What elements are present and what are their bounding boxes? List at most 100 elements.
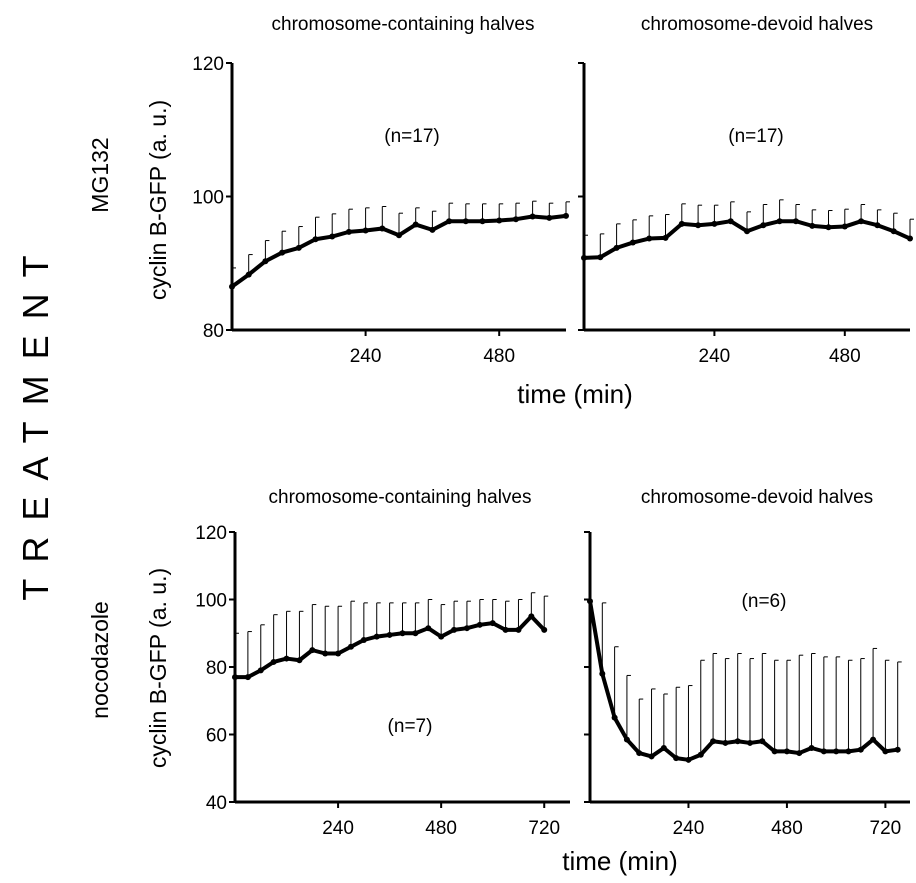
- data-point: [541, 626, 548, 633]
- data-point: [783, 748, 790, 755]
- data-point: [345, 228, 352, 235]
- data-point: [623, 736, 630, 743]
- panel-3: chromosome-containing halves (n=7) 40 60 80 1…: [195, 487, 570, 839]
- data-point: [446, 218, 453, 225]
- data-point: [476, 621, 483, 628]
- data-point: [329, 233, 336, 240]
- data-point: [820, 748, 827, 755]
- data-point: [587, 598, 593, 605]
- data-point: [611, 714, 618, 721]
- data-point: [283, 655, 290, 662]
- panel-title: chromosome-containing halves: [272, 14, 535, 35]
- data-point: [808, 745, 815, 751]
- x-tick-label: 240: [322, 818, 354, 839]
- x-tick-label: 720: [528, 818, 560, 839]
- panel-1: chromosome-containing halves (n=17) 80 100 1…: [192, 14, 570, 367]
- x-tick-label: 240: [350, 346, 382, 367]
- data-point: [711, 220, 718, 227]
- data-point: [489, 620, 496, 627]
- data-point: [425, 625, 432, 632]
- data-point: [581, 254, 587, 261]
- y-tick-label: 120: [192, 54, 224, 75]
- data-point: [244, 674, 251, 681]
- data-point: [438, 633, 445, 640]
- data-point: [295, 244, 302, 251]
- data-point: [673, 755, 680, 762]
- data-point: [678, 220, 685, 227]
- x-tick-label: 480: [425, 818, 457, 839]
- data-point: [874, 222, 881, 229]
- panel-title: chromosome-containing halves: [269, 487, 532, 508]
- panel-4: chromosome-devoid halves (n=6) 240 480 720: [584, 487, 910, 839]
- data-point: [759, 738, 766, 745]
- row-label-treatment: TREATMENT: [15, 239, 56, 600]
- data-point: [312, 236, 319, 243]
- data-point: [396, 232, 402, 239]
- data-point: [660, 745, 667, 751]
- data-point: [833, 748, 840, 755]
- data-point: [229, 283, 235, 290]
- y-tick-label: 80: [203, 321, 224, 342]
- x-tick-label: 480: [483, 346, 515, 367]
- data-point: [636, 750, 643, 757]
- ylabel-bottom: cyclin B-GFP (a. u.): [145, 568, 171, 768]
- data-point: [262, 258, 269, 265]
- data-point: [825, 224, 832, 231]
- data-point: [809, 222, 816, 229]
- data-point: [857, 746, 864, 753]
- panel-annotation: (n=6): [742, 591, 787, 612]
- data-point: [734, 738, 741, 745]
- data-point: [710, 738, 717, 745]
- data-point: [722, 739, 729, 746]
- data-point: [379, 225, 386, 232]
- panel-2: chromosome-devoid halves (n=17) 240 480: [578, 14, 914, 367]
- data-point: [685, 756, 692, 763]
- data-point: [776, 218, 783, 225]
- data-point: [907, 235, 913, 242]
- data-point: [512, 216, 519, 223]
- data-point: [451, 626, 458, 633]
- data-point: [347, 643, 354, 650]
- data-point: [697, 751, 704, 758]
- data-point: [771, 748, 778, 755]
- data-point: [792, 218, 799, 225]
- data-point: [386, 631, 393, 638]
- data-point: [695, 222, 702, 229]
- data-point: [796, 750, 803, 757]
- y-tick-label: 120: [195, 523, 227, 544]
- data-point: [373, 633, 380, 640]
- data-point: [462, 218, 469, 225]
- x-tick-label: 480: [829, 346, 861, 367]
- data-point: [399, 630, 406, 637]
- data-point: [279, 249, 286, 256]
- panel-annotation: (n=17): [728, 126, 783, 147]
- data-point: [727, 218, 734, 225]
- data-point: [890, 228, 897, 235]
- panel-annotation: (n=17): [384, 126, 439, 147]
- x-tick-label: 240: [673, 818, 705, 839]
- panel-annotation: (n=7): [388, 716, 433, 737]
- panels: chromosome-containing halves (n=17) 80 100 1…: [192, 14, 914, 839]
- data-point: [496, 217, 503, 224]
- data-point: [463, 625, 470, 632]
- data-point: [528, 613, 535, 620]
- row-label-nocodazole: nocodazole: [87, 601, 113, 719]
- xlabel-bottom: time (min): [562, 846, 678, 876]
- data-point: [429, 226, 436, 233]
- data-point: [747, 739, 753, 746]
- data-point: [744, 228, 750, 235]
- y-tick-label: 40: [206, 793, 227, 814]
- x-tick-label: 720: [870, 818, 902, 839]
- data-point: [613, 244, 620, 251]
- data-point: [845, 748, 852, 755]
- data-point: [257, 667, 264, 674]
- data-point: [245, 271, 252, 278]
- data-point: [362, 227, 369, 234]
- row-label-mg132: MG132: [87, 137, 113, 212]
- data-point: [502, 626, 509, 633]
- data-point: [646, 235, 653, 242]
- data-point: [599, 670, 606, 677]
- ylabel-top: cyclin B-GFP (a. u.): [145, 100, 171, 300]
- data-point: [335, 650, 342, 657]
- data-point: [360, 637, 367, 643]
